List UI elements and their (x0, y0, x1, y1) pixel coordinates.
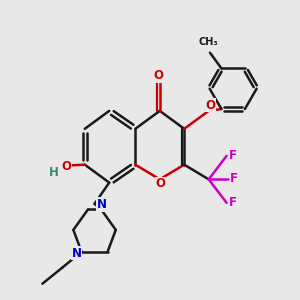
Text: O: O (205, 99, 215, 112)
Text: N: N (72, 247, 82, 260)
Text: O: O (153, 69, 163, 82)
Text: H: H (49, 166, 59, 179)
Text: O: O (155, 177, 165, 190)
Text: F: F (229, 149, 236, 162)
Text: O: O (62, 160, 72, 173)
Text: N: N (97, 198, 107, 211)
Text: F: F (230, 172, 238, 185)
Text: F: F (229, 196, 236, 209)
Text: CH₃: CH₃ (199, 38, 218, 47)
